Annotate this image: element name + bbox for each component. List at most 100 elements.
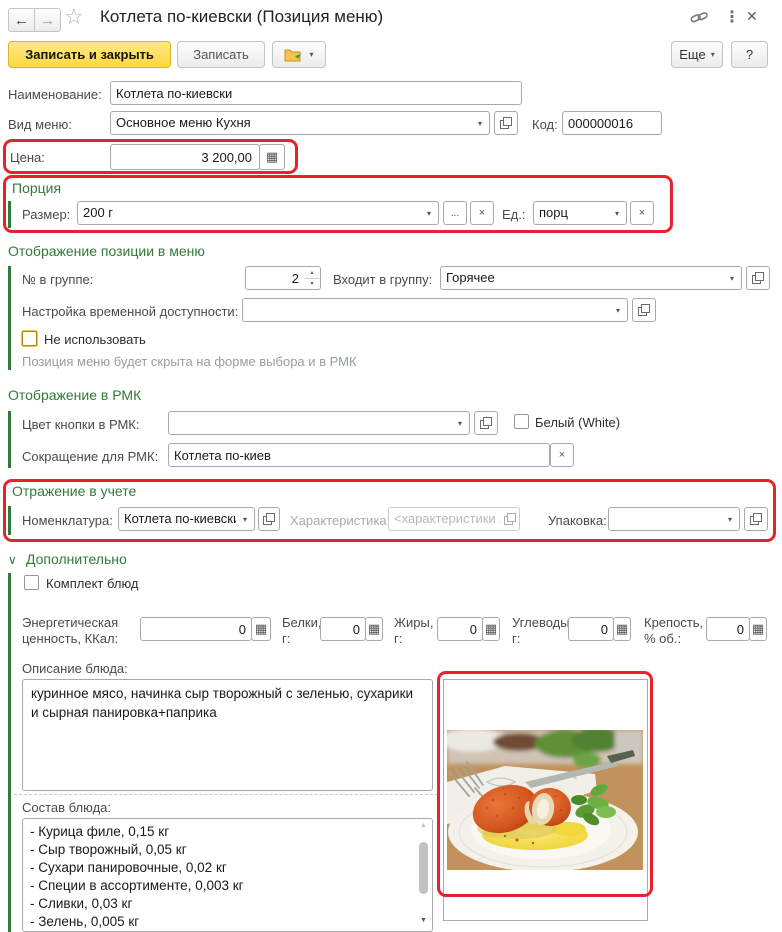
carbs-calc-button[interactable]: ▦: [613, 617, 631, 641]
composition-item[interactable]: - Зелень, 0,005 кг: [30, 914, 140, 929]
ellipsis-icon: ...: [450, 207, 460, 219]
short-name-label: Сокращение для РМК:: [22, 449, 159, 464]
portion-size-clear-button[interactable]: ×: [470, 201, 494, 225]
composition-scrollbar[interactable]: ▲ ▼: [416, 820, 431, 931]
portion-group-bar: [8, 201, 11, 228]
nomenclature-open-button[interactable]: [258, 507, 280, 531]
nomenclature-value: Котлета по-киевски: [124, 511, 236, 526]
short-name-clear-button[interactable]: ×: [550, 443, 574, 467]
portion-size-select-button[interactable]: ...: [443, 201, 467, 225]
favorite-star-icon[interactable]: ☆: [64, 4, 84, 29]
time-availability-open-button[interactable]: [632, 298, 656, 322]
description-textarea[interactable]: куринное мясо, начинка сыр творожный с з…: [22, 679, 433, 791]
white-checkbox[interactable]: [514, 414, 529, 429]
scroll-down-icon[interactable]: ▼: [420, 917, 427, 924]
dropdown-arrow-icon[interactable]: ▾: [727, 514, 732, 524]
code-label: Код:: [532, 117, 558, 132]
dish-photo-frame[interactable]: [439, 679, 648, 921]
dropdown-arrow-icon[interactable]: ▾: [615, 305, 620, 315]
button-color-value: [169, 412, 451, 434]
more-button[interactable]: Еще ▾: [671, 41, 723, 68]
dropdown-arrow-icon[interactable]: ▾: [426, 208, 431, 218]
scroll-up-icon[interactable]: ▲: [420, 822, 427, 829]
scrollbar-thumb[interactable]: [419, 842, 428, 894]
group-number-spinner[interactable]: ▴ ▾: [304, 266, 321, 290]
dish-set-checkbox[interactable]: [24, 575, 39, 590]
fat-input[interactable]: [437, 617, 483, 641]
code-input[interactable]: [562, 111, 662, 135]
in-group-label: Входит в группу:: [333, 272, 433, 287]
characteristic-combo: <характеристики ...: [388, 507, 520, 531]
save-and-close-button[interactable]: Записать и закрыть: [8, 41, 171, 68]
packaging-open-button[interactable]: [744, 507, 768, 531]
button-color-open-button[interactable]: [474, 411, 498, 435]
strength-input[interactable]: [706, 617, 750, 641]
price-input[interactable]: [110, 144, 260, 170]
open-icon: [638, 304, 650, 316]
help-button[interactable]: ?: [731, 41, 768, 68]
fat-calc-button[interactable]: ▦: [482, 617, 500, 641]
not-use-checkbox[interactable]: [22, 331, 37, 346]
not-use-hint: Позиция меню будет скрыта на форме выбор…: [22, 354, 357, 369]
price-calc-button[interactable]: ▦: [259, 144, 285, 170]
composition-item[interactable]: - Специи в ассортименте, 0,003 кг: [30, 878, 244, 893]
name-label: Наименование:: [8, 87, 102, 102]
carbs-input[interactable]: [568, 617, 614, 641]
button-color-label: Цвет кнопки в РМК:: [22, 417, 140, 432]
menu-type-combo[interactable]: Основное меню Кухня ▾: [110, 111, 490, 135]
forward-button[interactable]: →: [34, 8, 61, 32]
dropdown-arrow-icon[interactable]: ▾: [477, 118, 482, 128]
composition-item[interactable]: - Сливки, 0,03 кг: [30, 896, 133, 911]
additional-group-bar: [8, 573, 11, 932]
composition-item[interactable]: - Сыр творожный, 0,05 кг: [30, 842, 187, 857]
close-icon[interactable]: ✕: [746, 8, 758, 24]
portion-unit-combo[interactable]: порц ▾: [533, 201, 627, 225]
in-group-combo[interactable]: Горячее ▾: [440, 266, 742, 290]
in-group-open-button[interactable]: [746, 266, 770, 290]
strength-calc-button[interactable]: ▦: [749, 617, 767, 641]
dropdown-arrow-icon[interactable]: ▾: [614, 208, 619, 218]
link-icon[interactable]: [688, 8, 710, 28]
clear-icon: ×: [558, 449, 566, 461]
protein-input[interactable]: [320, 617, 366, 641]
more-actions-icon[interactable]: ⋮: [724, 9, 740, 26]
button-color-combo[interactable]: ▾: [168, 411, 470, 435]
portion-unit-value: порц: [539, 205, 568, 220]
file-actions-split-button[interactable]: ▾: [272, 41, 326, 68]
portion-unit-clear-button[interactable]: ×: [630, 201, 654, 225]
calculator-icon: ▦: [254, 621, 268, 637]
time-availability-value: [243, 299, 609, 321]
additional-collapse-chevron-icon[interactable]: ∨: [8, 553, 17, 567]
energy-calc-button[interactable]: ▦: [251, 617, 271, 641]
portion-section-title: Порция: [12, 180, 62, 196]
rmk-section-title: Отображение в РМК: [8, 387, 142, 403]
additional-section-title[interactable]: Дополнительно: [26, 551, 127, 567]
dropdown-arrow-icon[interactable]: ▾: [729, 273, 734, 283]
dropdown-arrow-icon[interactable]: ▾: [242, 514, 247, 524]
back-button[interactable]: ←: [8, 8, 35, 32]
spinner-up-icon[interactable]: ▴: [304, 267, 320, 279]
description-label: Описание блюда:: [22, 661, 128, 676]
dish-set-label: Комплект блюд: [46, 576, 139, 591]
packaging-combo[interactable]: ▾: [608, 507, 740, 531]
energy-input[interactable]: [140, 617, 252, 641]
time-availability-combo[interactable]: ▾: [242, 298, 628, 322]
protein-calc-button[interactable]: ▦: [365, 617, 383, 641]
composition-item[interactable]: - Курица филе, 0,15 кг: [30, 824, 170, 839]
spinner-down-icon[interactable]: ▾: [310, 281, 314, 288]
dropdown-arrow-icon[interactable]: ▾: [457, 418, 462, 428]
save-button[interactable]: Записать: [177, 41, 265, 68]
short-name-input[interactable]: [168, 443, 550, 467]
calculator-icon: ▦: [367, 621, 381, 637]
nomenclature-combo[interactable]: Котлета по-киевски ▾: [118, 507, 255, 531]
name-input[interactable]: [110, 81, 522, 105]
splitter-handle[interactable]: [14, 794, 438, 795]
group-number-input[interactable]: [245, 266, 305, 290]
menu-type-open-button[interactable]: [494, 111, 518, 135]
composition-item[interactable]: - Сухари панировочные, 0,02 кг: [30, 860, 227, 875]
composition-listbox[interactable]: - Курица филе, 0,15 кг - Сыр творожный, …: [22, 818, 433, 932]
portion-size-label: Размер:: [22, 207, 71, 222]
portion-size-combo[interactable]: 200 г ▾: [77, 201, 439, 225]
strength-label: Крепость, % об.:: [644, 615, 704, 646]
calculator-icon: ▦: [265, 149, 279, 165]
